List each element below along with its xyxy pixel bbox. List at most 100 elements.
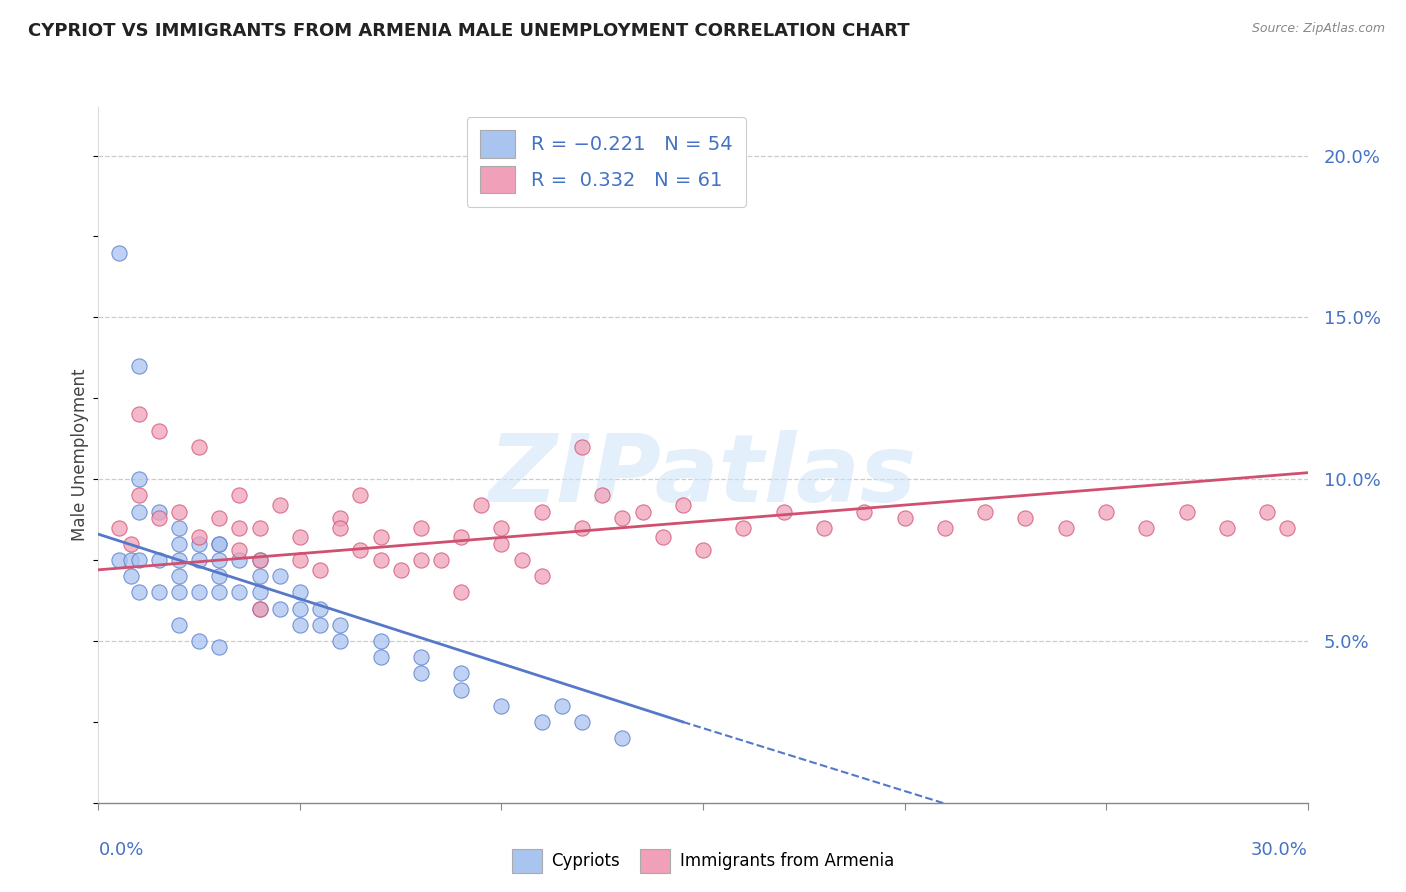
Point xyxy=(430,553,453,567)
Point xyxy=(120,553,142,567)
Point xyxy=(370,531,392,545)
Point xyxy=(208,537,231,551)
Point xyxy=(672,498,695,512)
Point xyxy=(450,531,472,545)
Point xyxy=(329,511,352,525)
Point xyxy=(208,537,231,551)
Point xyxy=(167,537,190,551)
Point xyxy=(349,543,371,558)
Point xyxy=(288,617,311,632)
Point xyxy=(370,650,392,665)
Point xyxy=(188,553,211,567)
Point xyxy=(249,553,271,567)
Point xyxy=(228,585,250,599)
Point xyxy=(148,553,170,567)
Point xyxy=(309,617,332,632)
Point xyxy=(733,521,755,535)
Point xyxy=(128,488,150,502)
Point xyxy=(571,521,593,535)
Point xyxy=(893,511,915,525)
Point xyxy=(571,440,593,454)
Point xyxy=(551,698,574,713)
Point xyxy=(208,585,231,599)
Point xyxy=(409,553,432,567)
Point xyxy=(167,585,190,599)
Point xyxy=(269,569,291,583)
Point xyxy=(974,504,997,518)
Point xyxy=(128,553,150,567)
Point xyxy=(288,531,311,545)
Point xyxy=(188,531,211,545)
Point xyxy=(208,553,231,567)
Point xyxy=(228,521,250,535)
Point xyxy=(1014,511,1036,525)
Point xyxy=(491,537,513,551)
Point xyxy=(1216,521,1239,535)
Point xyxy=(148,511,170,525)
Point xyxy=(249,569,271,583)
Point xyxy=(450,585,472,599)
Point xyxy=(249,601,271,615)
Point xyxy=(530,714,553,729)
Point xyxy=(107,521,129,535)
Point xyxy=(228,488,250,502)
Point xyxy=(409,666,432,681)
Point xyxy=(288,553,311,567)
Point xyxy=(409,650,432,665)
Point xyxy=(450,682,472,697)
Point xyxy=(249,521,271,535)
Text: ZIPatlas: ZIPatlas xyxy=(489,430,917,522)
Point xyxy=(853,504,876,518)
Point xyxy=(631,504,654,518)
Point xyxy=(329,634,352,648)
Point xyxy=(167,569,190,583)
Point xyxy=(167,553,190,567)
Point xyxy=(1095,504,1118,518)
Point xyxy=(612,511,634,525)
Text: Source: ZipAtlas.com: Source: ZipAtlas.com xyxy=(1251,22,1385,36)
Point xyxy=(128,585,150,599)
Point xyxy=(228,543,250,558)
Point xyxy=(409,521,432,535)
Text: CYPRIOT VS IMMIGRANTS FROM ARMENIA MALE UNEMPLOYMENT CORRELATION CHART: CYPRIOT VS IMMIGRANTS FROM ARMENIA MALE … xyxy=(28,22,910,40)
Point xyxy=(309,601,332,615)
Point xyxy=(167,504,190,518)
Point xyxy=(228,553,250,567)
Point xyxy=(128,472,150,486)
Point xyxy=(208,569,231,583)
Point xyxy=(510,553,533,567)
Point xyxy=(120,569,142,583)
Point xyxy=(167,617,190,632)
Point xyxy=(772,504,794,518)
Point xyxy=(167,521,190,535)
Point xyxy=(188,634,211,648)
Text: 0.0%: 0.0% xyxy=(98,841,143,859)
Point xyxy=(813,521,835,535)
Point xyxy=(107,553,129,567)
Point xyxy=(470,498,492,512)
Point xyxy=(1135,521,1157,535)
Point xyxy=(370,553,392,567)
Point xyxy=(128,359,150,373)
Point xyxy=(450,666,472,681)
Legend: R = −0.221   N = 54, R =  0.332   N = 61: R = −0.221 N = 54, R = 0.332 N = 61 xyxy=(467,117,747,207)
Point xyxy=(128,504,150,518)
Point xyxy=(120,537,142,551)
Point xyxy=(288,601,311,615)
Point xyxy=(329,521,352,535)
Point xyxy=(269,498,291,512)
Point xyxy=(1054,521,1077,535)
Point xyxy=(692,543,714,558)
Point xyxy=(107,245,129,260)
Point xyxy=(249,601,271,615)
Point xyxy=(651,531,673,545)
Point xyxy=(269,601,291,615)
Point xyxy=(288,585,311,599)
Text: 30.0%: 30.0% xyxy=(1251,841,1308,859)
Point xyxy=(530,569,553,583)
Point xyxy=(188,440,211,454)
Point xyxy=(148,585,170,599)
Point xyxy=(1256,504,1278,518)
Point xyxy=(530,504,553,518)
Point xyxy=(309,563,332,577)
